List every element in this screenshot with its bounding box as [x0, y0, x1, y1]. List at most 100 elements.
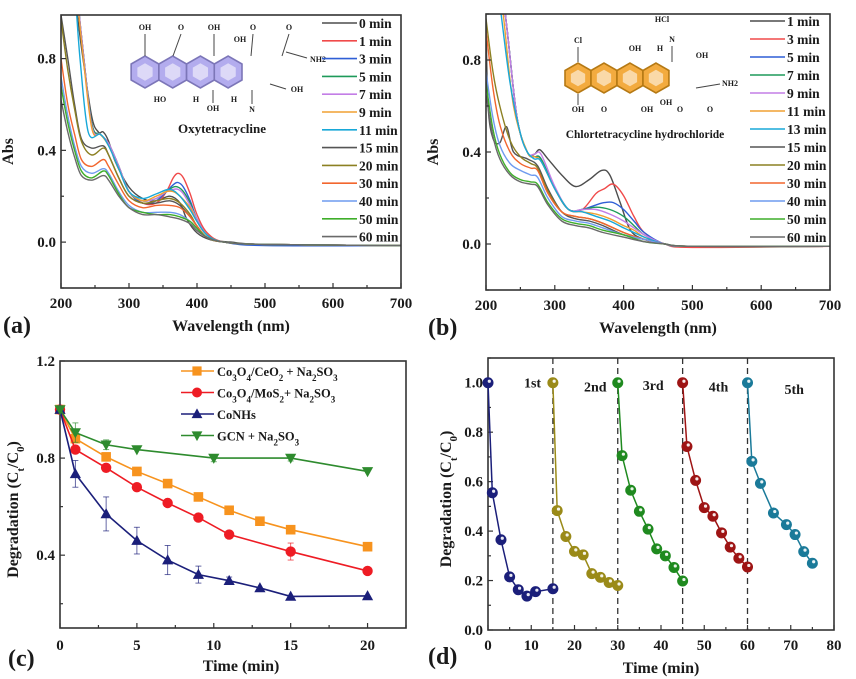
data-point-highlight — [647, 526, 651, 530]
series-line — [681, 382, 749, 568]
panel-b-y-axis-title: Abs — [425, 139, 442, 166]
atom-label: NH2 — [310, 55, 326, 64]
legend-label: 1 min — [787, 14, 820, 29]
bond — [695, 83, 721, 89]
legend-label: 15 min — [359, 141, 399, 156]
atom-label: OH — [234, 35, 247, 44]
panel-c-series — [54, 403, 374, 601]
legend-item-co3o4-mos2-na2so3: Co3O4/MoS2+ Na2SO3 — [181, 387, 336, 405]
y-tick-label: 0.0 — [462, 237, 481, 253]
legend-label: 30 min — [787, 176, 827, 191]
data-point — [547, 377, 559, 389]
legend-item-60-min: 60 min — [322, 230, 399, 245]
legend-label: 7 min — [359, 87, 392, 102]
panel-c-label: (c) — [8, 646, 35, 672]
data-point — [223, 529, 235, 540]
data-point — [612, 579, 624, 591]
legend-item-20-min: 20 min — [322, 158, 399, 173]
atom-label: N — [669, 35, 675, 44]
legend-item-1-min: 1 min — [322, 34, 392, 49]
legend-label: 13 min — [787, 122, 827, 137]
y-tick-label: 0.6 — [464, 475, 483, 491]
data-point — [733, 552, 745, 564]
data-point — [551, 505, 563, 517]
data-point-highlight — [492, 489, 496, 493]
x-tick-label: 15 — [283, 638, 298, 654]
legend-label: Co3O4/MoS2+ Na2SO3 — [217, 387, 336, 405]
data-point-highlight — [812, 560, 816, 564]
panel-c-axes: 0 5 10 15 20 0.4 0.8 1.2 — [36, 354, 407, 654]
data-point — [285, 453, 297, 464]
data-point-highlight — [656, 545, 660, 549]
legend-item-30-min: 30 min — [750, 176, 827, 191]
legend-label: 7 min — [787, 68, 820, 83]
data-point — [132, 466, 142, 477]
spectrum-curve-60-min — [61, 99, 401, 247]
data-point — [547, 583, 559, 595]
legend-item-13-min: 13 min — [750, 122, 827, 137]
atom-label: HCl — [655, 15, 670, 24]
data-point — [798, 546, 810, 558]
data-point-highlight — [695, 477, 699, 481]
data-point — [690, 474, 702, 486]
bond — [172, 33, 182, 57]
x-tick-label: 600 — [750, 298, 773, 314]
data-point — [642, 523, 654, 535]
data-point — [100, 462, 112, 473]
series-line — [59, 409, 368, 548]
cycle-series-1st — [482, 377, 559, 602]
data-point — [754, 477, 766, 489]
data-point — [677, 575, 689, 587]
y-tick-label: 0.8 — [36, 451, 55, 467]
legend-item-3-min: 3 min — [322, 52, 392, 67]
data-point — [625, 484, 637, 496]
panel-d-x-axis-title: Time (min) — [623, 660, 700, 677]
data-point-highlight — [803, 548, 807, 552]
ring-highlight — [622, 69, 638, 87]
data-point — [69, 428, 81, 439]
data-point-highlight — [773, 509, 777, 514]
panel-a-x-axis-title: Wavelength (nm) — [172, 318, 290, 335]
data-point — [633, 505, 645, 517]
atom-label: H — [657, 44, 664, 53]
spectrum-curve-9-min — [504, 14, 830, 248]
legend-label: 1 min — [359, 34, 392, 49]
data-point — [131, 445, 143, 456]
ring-highlight — [570, 69, 586, 87]
atom-label: O — [286, 23, 292, 32]
legend-item-50-min: 50 min — [322, 212, 399, 227]
data-point-highlight — [500, 536, 504, 540]
data-point-highlight — [682, 577, 686, 582]
legend-item-40-min: 40 min — [322, 194, 399, 209]
chlortetracycline-label: Chlortetracycline hydrochloride — [566, 129, 725, 141]
cycle-label-2nd: 2nd — [584, 380, 607, 395]
data-point — [285, 524, 296, 535]
data-point — [741, 377, 753, 389]
data-point-highlight — [747, 563, 751, 568]
data-point-highlight — [630, 487, 634, 491]
data-point — [512, 584, 524, 596]
data-point-highlight — [574, 548, 578, 552]
legend-label: 20 min — [359, 158, 399, 173]
data-point — [651, 543, 663, 555]
data-point — [668, 561, 680, 573]
data-point-highlight — [591, 570, 595, 574]
x-tick-label: 5 — [133, 638, 141, 654]
x-tick-label: 10 — [524, 638, 539, 654]
y-tick-label: 0.8 — [37, 52, 56, 68]
legend-marker — [191, 431, 203, 442]
legend-item-30-min: 30 min — [322, 176, 399, 191]
cycle-label-4th: 4th — [709, 380, 729, 395]
data-point-highlight — [721, 529, 725, 533]
panel-c-legend: Co3O4/CeO2 + Na2SO3 Co3O4/MoS2+ Na2SO3 CoN… — [181, 365, 338, 448]
data-point — [361, 467, 374, 478]
data-point-highlight — [608, 579, 613, 583]
data-point — [285, 546, 296, 557]
x-tick-label: 700 — [390, 296, 413, 312]
legend-label: CoNHs — [217, 408, 256, 422]
panel-a-axes: 200 300 400 500 600 700 0.0 0.4 0.8 — [37, 14, 413, 312]
data-point-highlight — [673, 564, 677, 568]
y-tick-label: 0.4 — [462, 145, 481, 161]
oxytetracycline-label: Oxytetracycline — [178, 121, 266, 136]
